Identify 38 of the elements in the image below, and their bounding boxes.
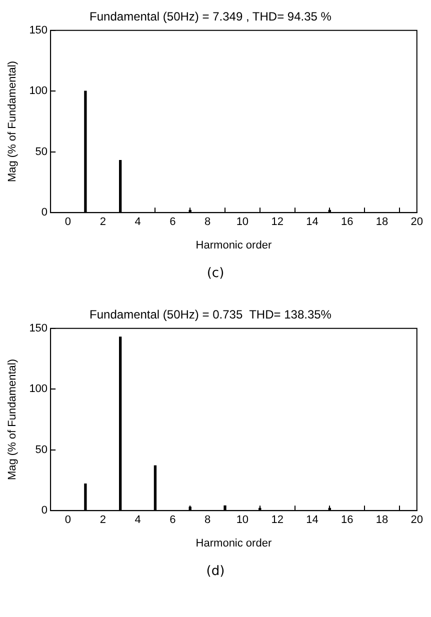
y-tick-label: 100	[29, 85, 48, 98]
x-tick-label: 14	[306, 514, 318, 526]
x-tick-label: 10	[236, 514, 249, 526]
chart-title: Fundamental (50Hz) = 7.349 , THD= 94.35 %	[90, 10, 332, 24]
y-tick-label: 0	[41, 206, 48, 219]
x-tick-label: 8	[204, 216, 211, 228]
y-axis-title: Mag (% of Fundamental)	[6, 60, 19, 182]
x-tick-label: 6	[170, 216, 176, 228]
x-tick-label: 16	[340, 216, 354, 228]
x-axis-title: Harmonic order	[196, 239, 272, 252]
x-tick-label: 12	[271, 216, 284, 228]
text: (d)	[205, 563, 226, 581]
x-tick-label: 6	[170, 514, 176, 526]
y-tick-label: 0	[41, 504, 48, 517]
y-tick-label: 50	[35, 444, 48, 456]
x-tick-label: 2	[100, 514, 106, 526]
y-tick-label: 150	[29, 322, 48, 334]
x-tick-label: 2	[100, 216, 106, 228]
x-tick-label: 14	[306, 216, 318, 228]
x-tick-label: 12	[271, 514, 284, 526]
x-tick-label: 4	[134, 216, 141, 228]
x-axis-title: Harmonic order	[196, 537, 272, 550]
y-tick-label: 50	[35, 146, 48, 158]
y-tick-label: 100	[29, 383, 48, 396]
x-tick-label: 20	[410, 514, 424, 526]
x-tick-label: 18	[376, 514, 388, 526]
text: (c)	[206, 265, 226, 283]
x-tick-label: 4	[134, 514, 141, 526]
y-axis-title: Mag (% of Fundamental)	[6, 358, 19, 480]
x-tick-label: 10	[236, 216, 249, 228]
x-tick-label: 0	[64, 216, 72, 228]
x-tick-label: 8	[204, 514, 211, 526]
x-tick-label: 20	[410, 216, 424, 228]
y-tick-label: 150	[29, 24, 48, 36]
x-tick-label: 18	[376, 216, 388, 228]
chart-title: Fundamental (50Hz) = 0.735 THD= 138.35%	[90, 308, 332, 322]
x-tick-label: 16	[340, 514, 354, 526]
x-tick-label: 0	[64, 514, 72, 526]
